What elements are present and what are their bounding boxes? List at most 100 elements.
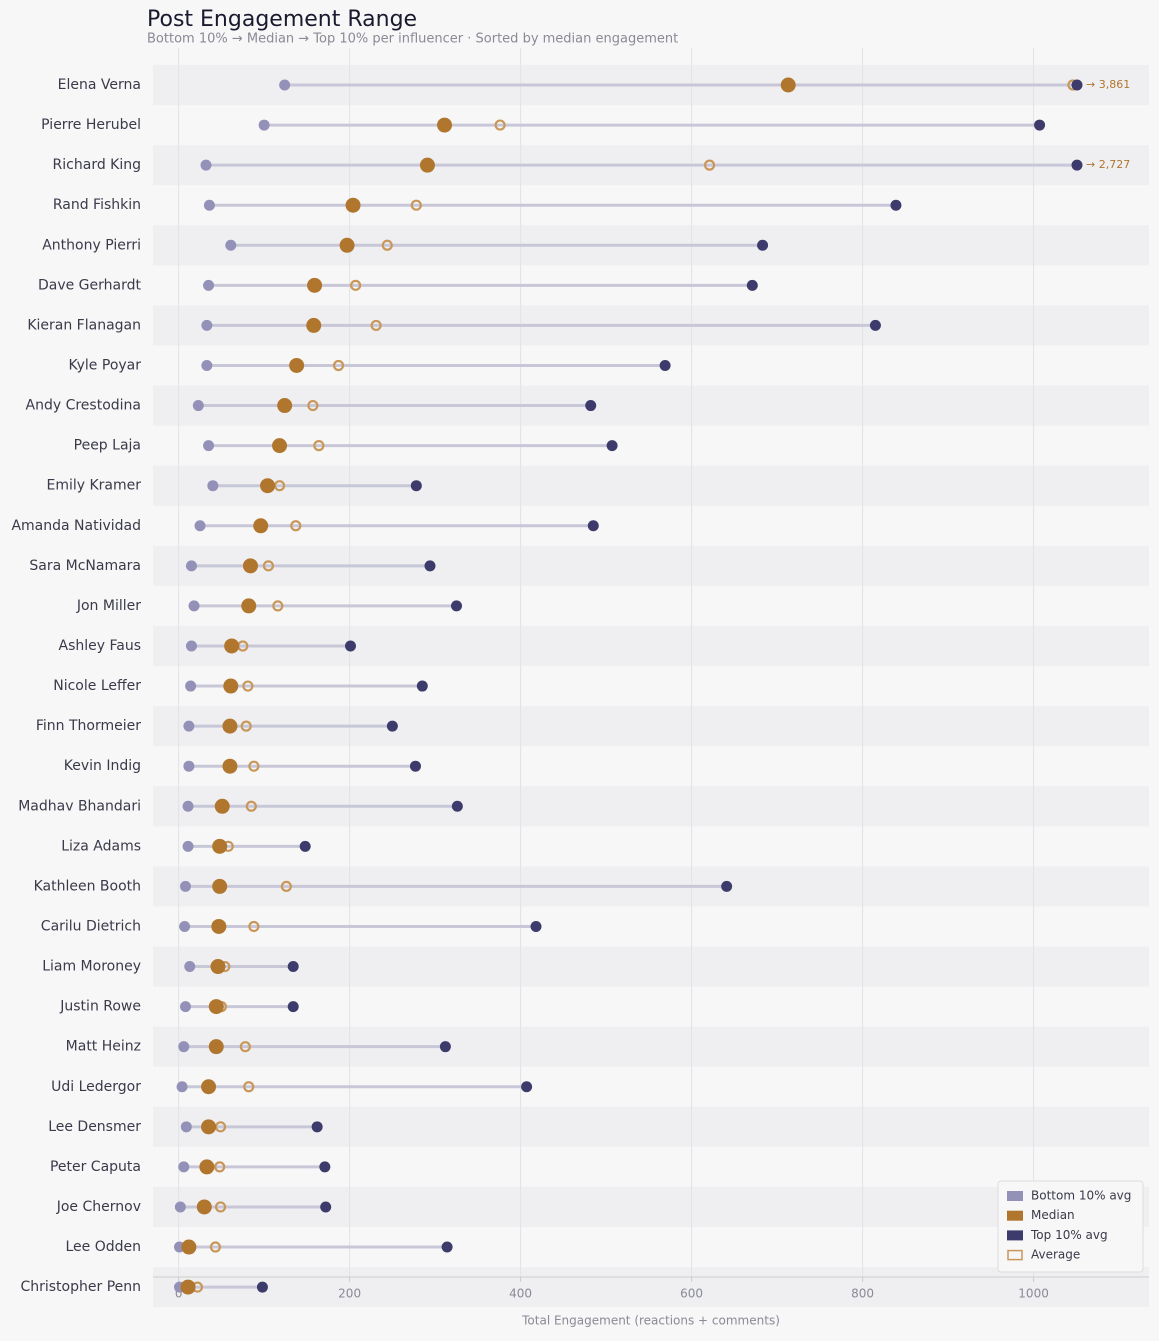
y-tick-label: Lee Densmer <box>48 1119 141 1135</box>
top-dot <box>320 1201 332 1213</box>
top-dot <box>424 560 436 572</box>
average-dot <box>280 880 292 893</box>
median-dot <box>345 197 361 213</box>
average-dot <box>240 720 252 732</box>
top-dot <box>521 1081 533 1093</box>
average-dot <box>248 920 260 933</box>
y-tick-label: Jon Miller <box>76 598 141 614</box>
bottom-dot <box>258 119 270 131</box>
bottom-dot <box>203 279 215 291</box>
median-dot <box>306 317 322 333</box>
top-dot <box>311 1121 323 1133</box>
bottom-dot <box>179 1001 191 1013</box>
x-axis-label: Total Engagement (reactions + comments) <box>521 1314 780 1328</box>
average-dot <box>410 199 422 211</box>
bottom-dot <box>201 359 213 371</box>
y-tick-label: Peter Caputa <box>50 1159 141 1175</box>
top-dot <box>530 920 542 932</box>
y-tick-label: Lee Odden <box>65 1239 141 1255</box>
row-band <box>153 1267 1149 1308</box>
overflow-label: → 2,727 <box>1086 158 1130 171</box>
y-tick-label: Kieran Flanagan <box>27 317 141 333</box>
y-tick-label: Andy Crestodina <box>26 398 142 414</box>
y-tick-label: Kevin Indig <box>64 758 141 774</box>
median-dot <box>214 798 230 814</box>
row-band <box>153 946 1149 987</box>
y-tick-label: Finn Thormeier <box>36 718 141 734</box>
bottom-dot <box>185 640 197 652</box>
median-dot <box>212 878 228 894</box>
top-dot <box>319 1161 331 1173</box>
top-dot <box>299 840 311 852</box>
average-dot <box>307 399 319 412</box>
y-tick-label: Liam Moroney <box>42 959 141 975</box>
top-dot <box>451 600 463 612</box>
y-tick-label: Carilu Dietrich <box>41 918 141 934</box>
median-dot <box>780 77 796 93</box>
top-dot <box>659 359 671 371</box>
median-dot <box>260 478 276 494</box>
y-tick-label: Matt Heinz <box>66 1039 141 1055</box>
y-tick-label: Joe Chernov <box>56 1199 141 1215</box>
average-dot <box>272 600 284 612</box>
x-tick-label: 200 <box>338 1287 361 1301</box>
x-tick-label: 600 <box>680 1287 703 1301</box>
bottom-dot <box>203 440 215 452</box>
bottom-dot <box>174 1201 186 1213</box>
bottom-dot <box>194 520 206 532</box>
x-tick-label: 1000 <box>1018 1287 1049 1301</box>
y-tick-label: Anthony Pierri <box>42 237 141 253</box>
bottom-dot <box>279 79 291 91</box>
y-tick-label: Peep Laja <box>74 438 141 454</box>
average-dot <box>214 1161 226 1173</box>
bottom-dot <box>185 560 197 572</box>
median-dot <box>208 1039 224 1055</box>
y-tick-label: Madhav Bhandari <box>18 798 141 814</box>
top-dot <box>441 1241 453 1253</box>
average-dot <box>332 359 345 372</box>
chart-title: Post Engagement Range <box>147 7 417 32</box>
y-tick-label: Udi Ledergor <box>51 1079 141 1095</box>
top-dot <box>1034 119 1046 131</box>
y-tick-label: Richard King <box>53 157 141 173</box>
bottom-dot <box>200 159 212 171</box>
median-dot <box>289 357 305 373</box>
average-dot <box>245 800 257 812</box>
median-dot <box>222 758 238 774</box>
bottom-dot <box>225 239 237 251</box>
median-dot <box>241 598 257 614</box>
top-dot <box>409 760 421 772</box>
legend-label: Median <box>1031 1208 1075 1222</box>
median-dot <box>212 838 228 854</box>
average-dot <box>290 520 302 532</box>
top-dot <box>287 1001 299 1013</box>
top-dot <box>416 680 428 692</box>
top-dot <box>869 319 881 331</box>
y-tick-label: Justin Rowe <box>59 999 141 1015</box>
median-dot <box>223 678 239 694</box>
average-dot <box>262 560 275 572</box>
median-dot <box>339 237 355 253</box>
bottom-dot <box>179 920 191 932</box>
bottom-dot <box>185 680 197 692</box>
bottom-dot <box>179 880 191 892</box>
top-dot <box>587 520 599 532</box>
top-dot <box>746 279 758 291</box>
legend-swatch <box>1007 1191 1023 1201</box>
average-dot <box>214 1201 227 1213</box>
top-dot <box>1071 159 1083 171</box>
average-dot <box>248 760 260 772</box>
x-tick-label: 400 <box>509 1287 532 1301</box>
average-dot <box>243 1081 255 1093</box>
bottom-dot <box>178 1041 190 1053</box>
top-dot <box>890 199 902 211</box>
bottom-dot <box>203 199 215 211</box>
x-tick-label: 800 <box>851 1287 874 1301</box>
y-tick-label: Pierre Herubel <box>41 117 141 133</box>
median-dot <box>224 638 240 654</box>
y-tick-label: Ashley Faus <box>59 638 142 654</box>
top-dot <box>410 480 422 492</box>
average-dot <box>239 1041 251 1053</box>
bottom-dot <box>183 760 195 772</box>
